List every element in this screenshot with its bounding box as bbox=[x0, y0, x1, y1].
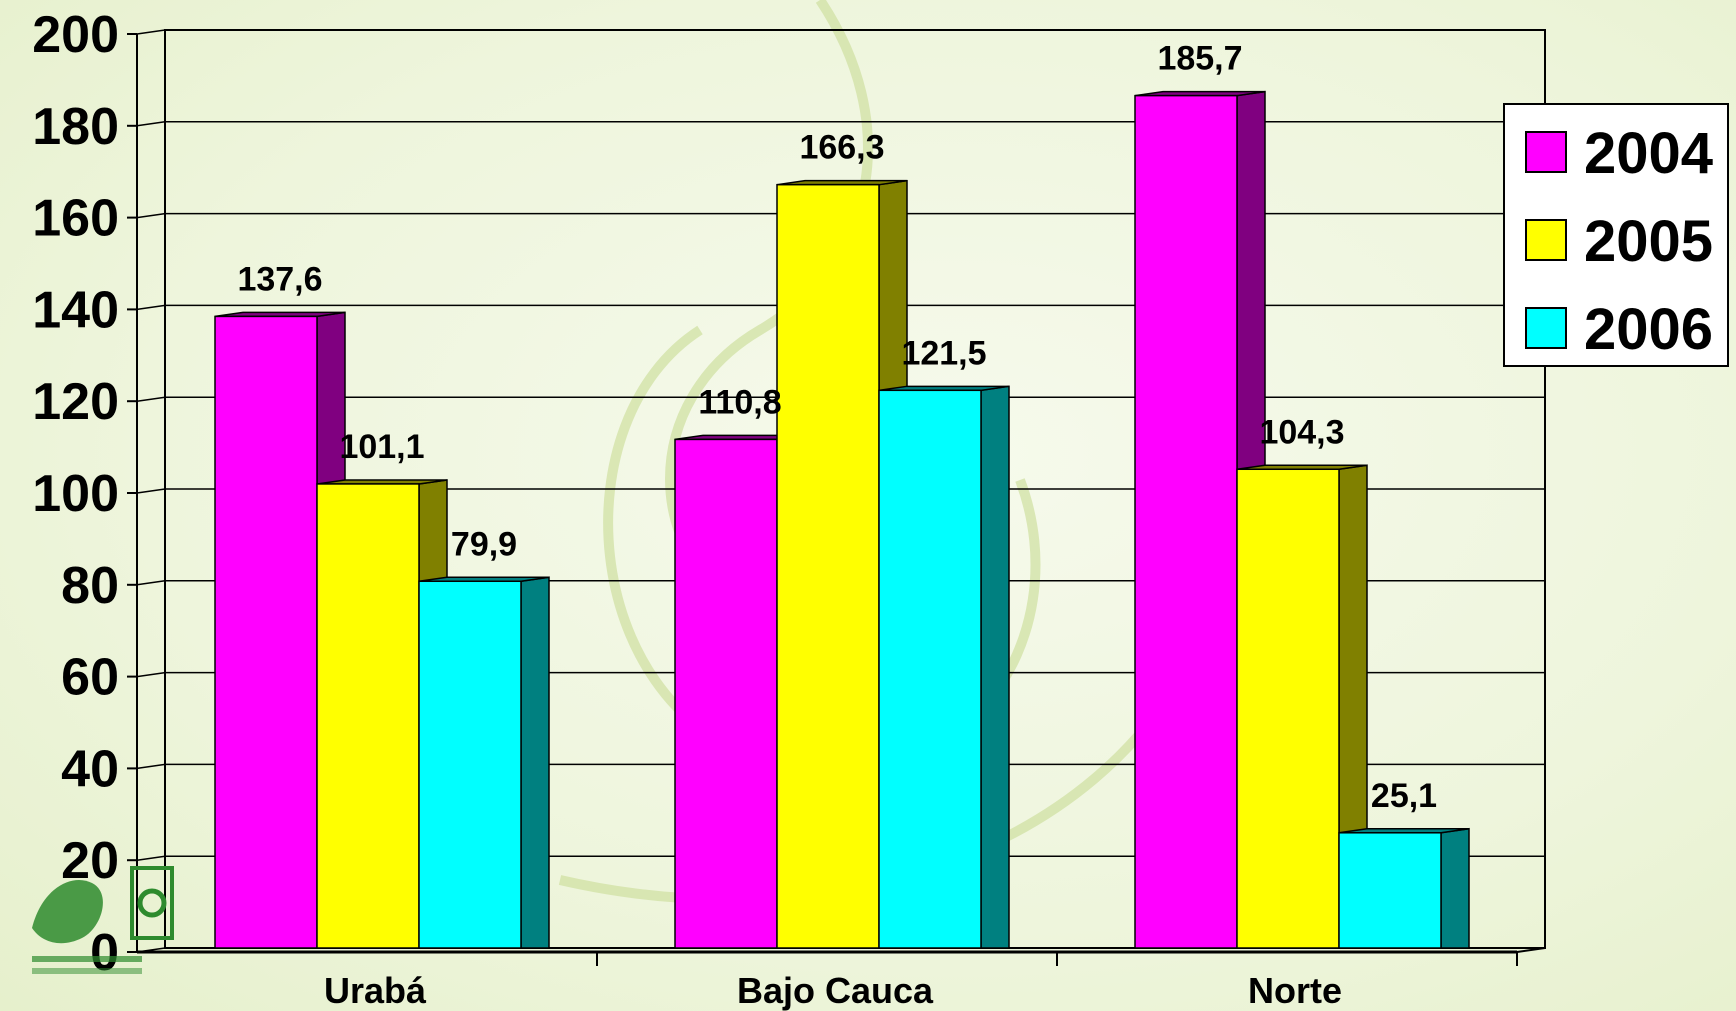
bar bbox=[1236, 464, 1368, 949]
gridline-wall bbox=[136, 121, 166, 127]
x-tick-label: Urabá bbox=[324, 970, 427, 1011]
data-label: 104,3 bbox=[1259, 413, 1344, 451]
y-tick-label: 80 bbox=[61, 557, 119, 615]
bars bbox=[214, 90, 1470, 949]
y-tick-label: 40 bbox=[61, 740, 119, 798]
gridline-wall bbox=[136, 29, 166, 35]
bar bbox=[418, 576, 550, 949]
legend-swatch bbox=[1525, 131, 1567, 173]
leaf-logo-mark bbox=[32, 880, 103, 944]
y-tick-label: 60 bbox=[61, 649, 119, 707]
x-tick-label: Bajo Cauca bbox=[737, 970, 934, 1011]
bar-front bbox=[214, 315, 318, 949]
data-label: 110,8 bbox=[698, 383, 781, 421]
legend-swatch bbox=[1525, 219, 1567, 261]
data-labels: 137,6 101,1 79,9 110,8 166,3 121,5 185,7 104,3 2… bbox=[237, 40, 1437, 815]
x-axis-ticks: Urabá Bajo Cauca Norte bbox=[324, 952, 1518, 1011]
bar-side bbox=[980, 385, 1010, 949]
data-label: 121,5 bbox=[901, 334, 986, 372]
gridline-wall bbox=[136, 304, 166, 311]
bar-side bbox=[1440, 827, 1470, 949]
legend-label: 2005 bbox=[1584, 209, 1713, 274]
certification-badge bbox=[130, 866, 174, 940]
y-tick-label: 200 bbox=[32, 6, 119, 64]
bar bbox=[1338, 827, 1470, 949]
data-label: 166,3 bbox=[799, 129, 884, 167]
gridline-wall bbox=[136, 488, 166, 494]
bar bbox=[878, 385, 1010, 949]
y-tick-label: 100 bbox=[32, 465, 119, 523]
legend-item: 2004 bbox=[1525, 121, 1713, 186]
bar-side bbox=[520, 576, 550, 949]
bar-front bbox=[316, 483, 420, 949]
data-label: 185,7 bbox=[1157, 40, 1242, 78]
bar-front bbox=[878, 389, 982, 949]
data-label: 25,1 bbox=[1371, 777, 1437, 815]
y-tick-label: 180 bbox=[32, 98, 119, 156]
data-label: 79,9 bbox=[451, 525, 517, 563]
legend-label: 2006 bbox=[1584, 297, 1713, 362]
legend-item: 2005 bbox=[1525, 209, 1713, 274]
data-label: 137,6 bbox=[237, 260, 322, 298]
legend-label: 2004 bbox=[1584, 121, 1713, 186]
legend-item: 2006 bbox=[1525, 297, 1713, 362]
gridline-wall bbox=[136, 671, 166, 678]
data-label: 101,1 bbox=[339, 428, 424, 466]
legend-swatch bbox=[1525, 307, 1567, 349]
gridline-wall bbox=[136, 396, 166, 402]
y-tick-label: 120 bbox=[32, 373, 119, 431]
y-tick-label: 140 bbox=[32, 281, 119, 339]
gridline-wall bbox=[136, 580, 166, 586]
bar-front bbox=[1236, 468, 1340, 949]
bar-front bbox=[418, 580, 522, 949]
bar-front bbox=[1338, 832, 1442, 949]
gridline-wall bbox=[136, 855, 166, 861]
y-tick-label: 20 bbox=[61, 832, 119, 890]
legend: 2004 2005 2006 bbox=[1503, 103, 1729, 367]
y-tick-label: 160 bbox=[32, 190, 119, 248]
gridline-wall bbox=[136, 212, 166, 219]
bar-front bbox=[1134, 94, 1238, 949]
institution-logo bbox=[32, 866, 174, 974]
bar-front bbox=[776, 183, 880, 949]
gridline-wall bbox=[136, 763, 166, 770]
x-tick-label: Norte bbox=[1248, 970, 1342, 1011]
bar-front bbox=[674, 438, 778, 949]
